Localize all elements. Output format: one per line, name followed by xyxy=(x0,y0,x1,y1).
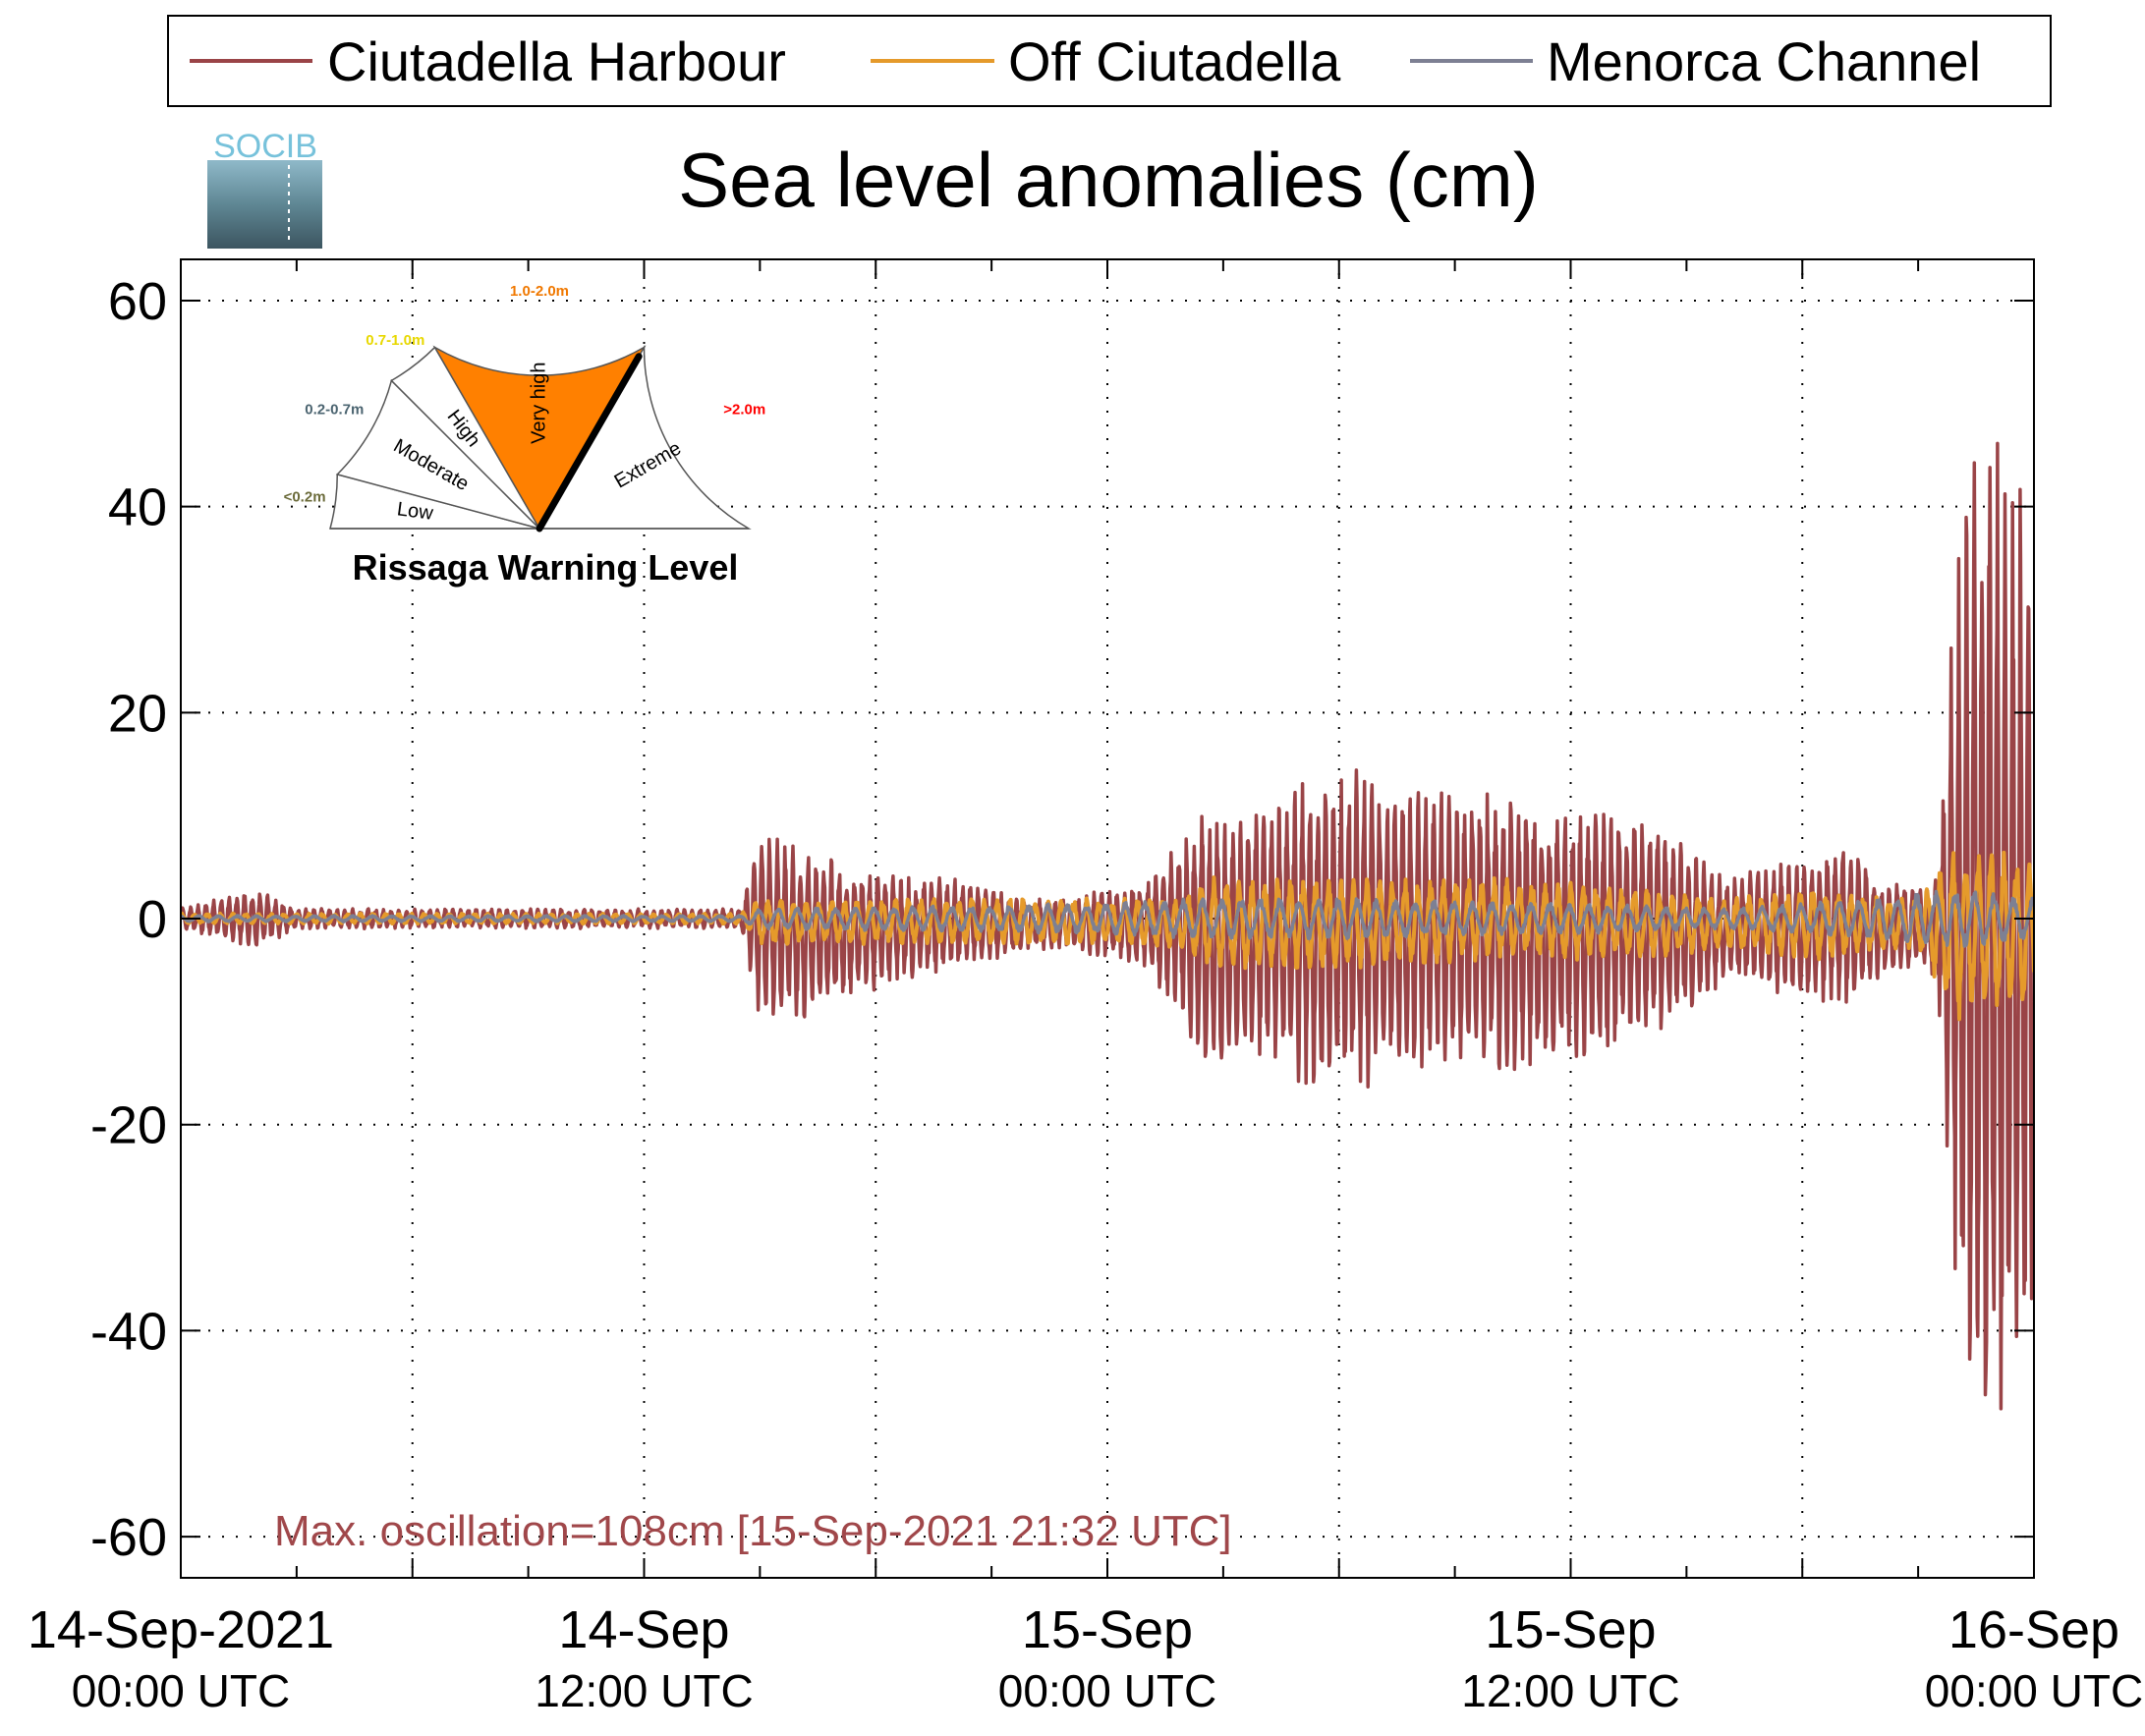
gauge-sector-moderate xyxy=(335,378,542,531)
y-tick-labels: -60 -40 -20 0 20 40 60 xyxy=(90,272,167,1567)
gauge-title: Rissaga Warning Level xyxy=(353,547,739,588)
legend-box xyxy=(167,15,2052,107)
y-tick-label: -60 xyxy=(90,1508,167,1567)
gauge-sector-label: Very high xyxy=(528,363,549,444)
y-tick-label: 20 xyxy=(108,684,167,743)
gauge-needle xyxy=(536,353,643,532)
x-tick-label-date: 14-Sep-2021 xyxy=(28,1600,334,1659)
legend-label-off-ciutadella: Off Ciutadella xyxy=(1008,30,1341,92)
x-tick-label-time: 12:00 UTC xyxy=(535,1665,753,1716)
gauge-range-label: 0.2-0.7m xyxy=(305,401,364,418)
x-tick-label-date: 16-Sep xyxy=(1948,1600,2119,1659)
x-tick-label-time: 00:00 UTC xyxy=(72,1665,290,1716)
y-tick-label: -20 xyxy=(90,1096,167,1155)
legend: Ciutadella Harbour Off Ciutadella Menorc… xyxy=(167,15,2052,107)
max-oscillation-annotation: Max. oscillation=108cm [15-Sep-2021 21:3… xyxy=(274,1507,1232,1555)
socib-logo-wave xyxy=(207,160,322,249)
x-tick-label-date: 15-Sep xyxy=(1485,1600,1656,1659)
y-tick-label: 40 xyxy=(108,478,167,537)
gauge-range-label: 0.7-1.0m xyxy=(366,332,424,349)
x-tick-label-date: 15-Sep xyxy=(1022,1600,1193,1659)
series-layer xyxy=(181,441,2034,1411)
gauge-range-label: <0.2m xyxy=(284,489,326,506)
socib-logo: SOCIB xyxy=(207,128,322,249)
socib-logo-text: SOCIB xyxy=(213,128,317,165)
gauge-sector-label: Low xyxy=(396,498,435,525)
legend-label-menorca-channel: Menorca Channel xyxy=(1547,30,1981,92)
x-tick-label-time: 00:00 UTC xyxy=(1925,1665,2143,1716)
x-tick-labels: 14-Sep-2021 00:00 UTC 14-Sep 12:00 UTC 15-Se… xyxy=(28,1600,2143,1716)
series-line-menorca-channel xyxy=(181,889,2034,948)
x-tick-label-time: 12:00 UTC xyxy=(1461,1665,1679,1716)
gauge-sector-very-high xyxy=(432,345,647,531)
y-tick-label: 60 xyxy=(108,272,167,331)
gauge-range-label: 1.0-2.0m xyxy=(510,283,569,300)
y-tick-label: 0 xyxy=(138,890,167,949)
gauge-sector-extreme xyxy=(537,344,752,530)
y-tick-label: -40 xyxy=(90,1302,167,1361)
gauge-range-label: >2.0m xyxy=(723,401,765,418)
legend-label-ciutadella-harbour: Ciutadella Harbour xyxy=(327,30,786,92)
chart-title: Sea level anomalies (cm) xyxy=(678,137,1539,223)
x-tick-label-date: 14-Sep xyxy=(558,1600,729,1659)
axis-ticks xyxy=(180,259,2035,1578)
x-tick-label-time: 00:00 UTC xyxy=(998,1665,1216,1716)
